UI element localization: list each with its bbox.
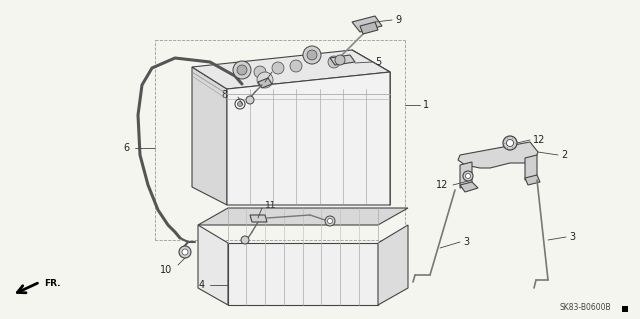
Circle shape <box>233 61 251 79</box>
Circle shape <box>328 219 333 224</box>
Circle shape <box>303 46 321 64</box>
Polygon shape <box>352 16 382 32</box>
Text: 6: 6 <box>124 143 130 153</box>
Text: 12: 12 <box>533 135 545 145</box>
Circle shape <box>290 60 302 72</box>
Text: 12: 12 <box>436 180 448 190</box>
Text: 11: 11 <box>265 202 276 211</box>
Text: 9: 9 <box>395 15 401 25</box>
Bar <box>622 306 628 312</box>
Circle shape <box>335 55 345 65</box>
Circle shape <box>241 236 249 244</box>
Polygon shape <box>192 50 390 89</box>
Polygon shape <box>460 182 478 192</box>
Circle shape <box>503 136 517 150</box>
Circle shape <box>272 62 284 74</box>
Polygon shape <box>228 243 378 305</box>
Text: 2: 2 <box>561 150 567 160</box>
Circle shape <box>465 174 470 179</box>
Polygon shape <box>352 50 390 205</box>
Circle shape <box>307 50 317 60</box>
Text: 4: 4 <box>199 280 205 290</box>
Circle shape <box>235 99 245 109</box>
Text: 5: 5 <box>375 57 381 67</box>
Circle shape <box>254 66 266 78</box>
Circle shape <box>257 72 273 88</box>
Polygon shape <box>378 225 408 305</box>
Text: 7: 7 <box>275 65 281 75</box>
Circle shape <box>237 65 247 75</box>
Polygon shape <box>192 67 227 205</box>
Text: SK83-B0600B: SK83-B0600B <box>560 303 612 313</box>
Text: FR.: FR. <box>44 278 61 287</box>
Polygon shape <box>525 155 537 180</box>
Text: 1: 1 <box>423 100 429 110</box>
Text: 10: 10 <box>160 265 172 275</box>
Polygon shape <box>198 225 228 305</box>
Text: 8: 8 <box>222 90 228 100</box>
Polygon shape <box>460 162 472 188</box>
Circle shape <box>246 96 254 104</box>
Polygon shape <box>258 78 272 88</box>
Polygon shape <box>198 208 408 225</box>
Polygon shape <box>458 142 538 168</box>
Text: 3: 3 <box>463 237 469 247</box>
Circle shape <box>325 216 335 226</box>
Polygon shape <box>352 50 390 205</box>
Circle shape <box>506 139 513 146</box>
Circle shape <box>463 171 473 181</box>
Polygon shape <box>250 215 267 222</box>
Polygon shape <box>227 72 390 205</box>
Circle shape <box>182 249 188 255</box>
Polygon shape <box>330 55 355 65</box>
Polygon shape <box>360 22 378 34</box>
Polygon shape <box>525 175 540 185</box>
Text: 3: 3 <box>569 232 575 242</box>
Circle shape <box>179 246 191 258</box>
Circle shape <box>328 56 340 68</box>
Circle shape <box>237 101 243 107</box>
